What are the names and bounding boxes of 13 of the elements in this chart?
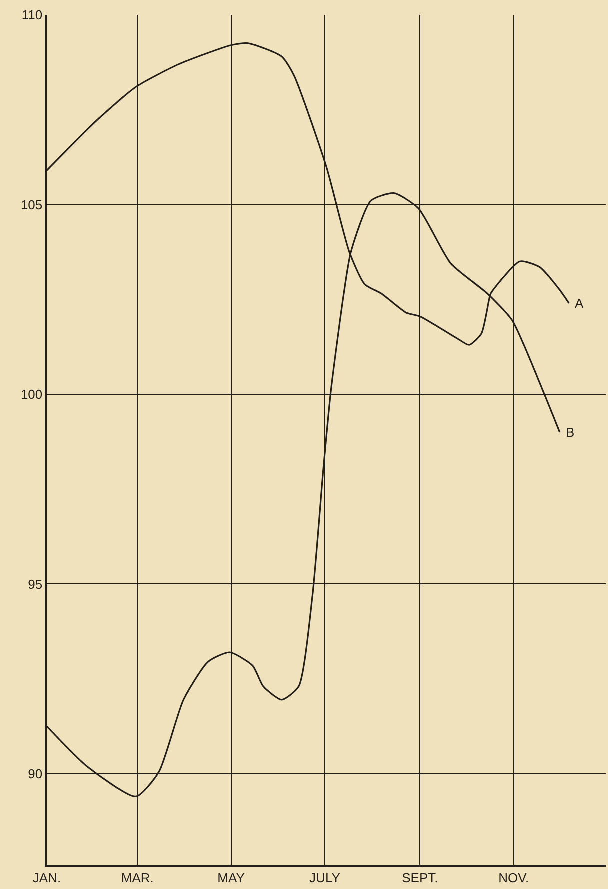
x-tick-label: JAN.	[32, 870, 62, 886]
y-tick-label: 110	[22, 8, 43, 23]
x-tick-label: SEPT.	[402, 870, 438, 886]
x-tick-label: NOV.	[498, 870, 530, 886]
x-tick-label: MAR.	[121, 870, 154, 886]
x-tick-label: JULY	[310, 870, 341, 886]
series-label: B	[566, 425, 575, 440]
x-tick-label: MAY	[218, 870, 246, 886]
series-label: A	[575, 296, 584, 311]
y-tick-label: 100	[20, 387, 43, 402]
y-tick-label: 95	[28, 576, 43, 592]
y-tick-label: 90	[28, 766, 43, 782]
y-tick-label: 105	[20, 197, 43, 212]
